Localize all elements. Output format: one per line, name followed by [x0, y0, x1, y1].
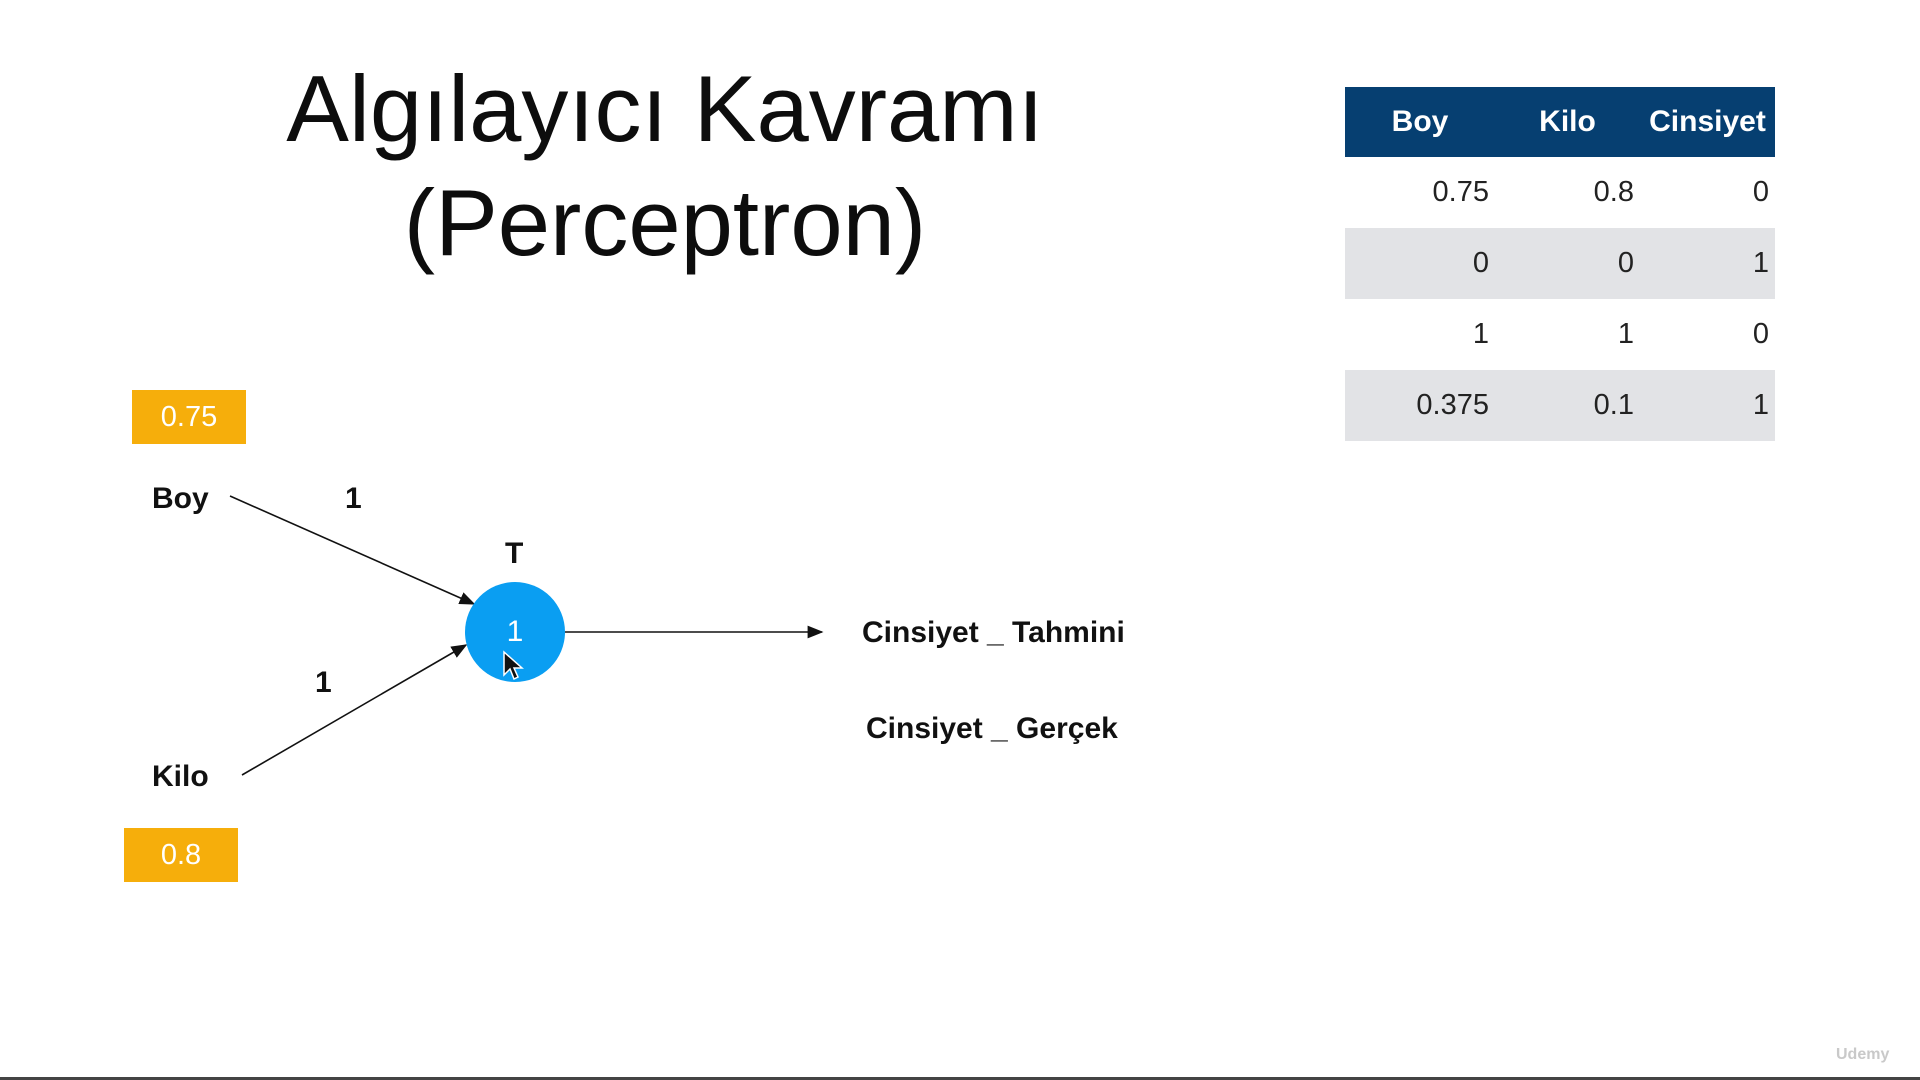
table-row: 1 1 0	[1345, 299, 1775, 370]
table-header-row: Boy Kilo Cinsiyet	[1345, 87, 1775, 157]
cell-boy: 0.75	[1432, 176, 1489, 208]
bottom-border	[0, 1077, 1920, 1080]
cell-cinsiyet: 0	[1752, 176, 1769, 208]
slide-title: Algılayıcı Kavramı (Perceptron)	[160, 52, 1170, 280]
header-boy: Boy	[1345, 87, 1495, 157]
cell-kilo: 1	[1617, 318, 1634, 350]
cell-kilo: 0	[1495, 228, 1640, 299]
udemy-watermark: Udemy	[1836, 1046, 1890, 1063]
node-value: 1	[506, 615, 524, 648]
weight-kilo: 1	[315, 666, 332, 699]
header-cinsiyet: Cinsiyet	[1640, 87, 1775, 157]
input-kilo-value: 0.8	[124, 828, 238, 882]
output-predicted-label: Cinsiyet _ Tahmini	[862, 616, 1125, 649]
cell-boy: 0	[1345, 228, 1495, 299]
edge-kilo-to-node	[241, 644, 468, 776]
data-table: Boy Kilo Cinsiyet 0.75 0.8 0 0 0 1 1 1 0…	[1345, 87, 1775, 441]
weight-boy: 1	[345, 482, 362, 515]
cell-kilo: 0.1	[1495, 370, 1640, 441]
input-boy-label: Boy	[152, 482, 209, 515]
cell-boy: 0.375	[1345, 370, 1495, 441]
mouse-cursor-icon	[503, 650, 524, 681]
table-row: 0 0 1	[1345, 228, 1775, 299]
header-kilo: Kilo	[1495, 87, 1640, 157]
input-boy-value: 0.75	[132, 390, 246, 444]
title-line-2: (Perceptron)	[403, 170, 927, 275]
title-line-1: Algılayıcı Kavramı	[286, 56, 1044, 161]
input-kilo-label: Kilo	[152, 760, 209, 793]
cell-cinsiyet: 1	[1640, 228, 1775, 299]
table-row: 0.375 0.1 1	[1345, 370, 1775, 441]
table-row: 0.75 0.8 0	[1345, 157, 1775, 228]
cell-cinsiyet: 0	[1752, 318, 1769, 350]
threshold-label: T	[505, 537, 524, 570]
edge-boy-to-node	[229, 495, 476, 605]
output-actual-label: Cinsiyet _ Gerçek	[866, 712, 1118, 745]
cell-kilo: 0.8	[1593, 176, 1634, 208]
cell-cinsiyet: 1	[1640, 370, 1775, 441]
cell-boy: 1	[1472, 318, 1489, 350]
